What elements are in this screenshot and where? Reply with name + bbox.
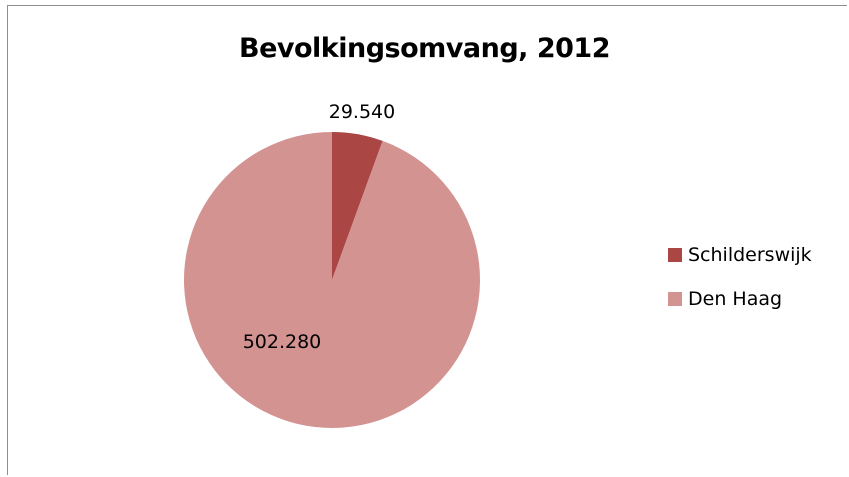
legend: Schilderswijk Den Haag [668,243,812,331]
legend-item-den-haag: Den Haag [668,287,812,311]
legend-swatch-den-haag [668,292,682,306]
legend-item-schilderswijk: Schilderswijk [668,243,812,267]
pie-slice-den-haag [184,132,481,428]
chart-title: Bevolkingsomvang, 2012 [239,33,610,64]
legend-label: Den Haag [688,288,783,310]
data-label-den-haag: 502.280 [243,331,322,353]
legend-swatch-schilderswijk [668,248,682,262]
pie-slice-schilderswijk [332,132,383,280]
data-label-schilderswijk: 29.540 [329,101,395,123]
legend-label: Schilderswijk [688,244,812,266]
